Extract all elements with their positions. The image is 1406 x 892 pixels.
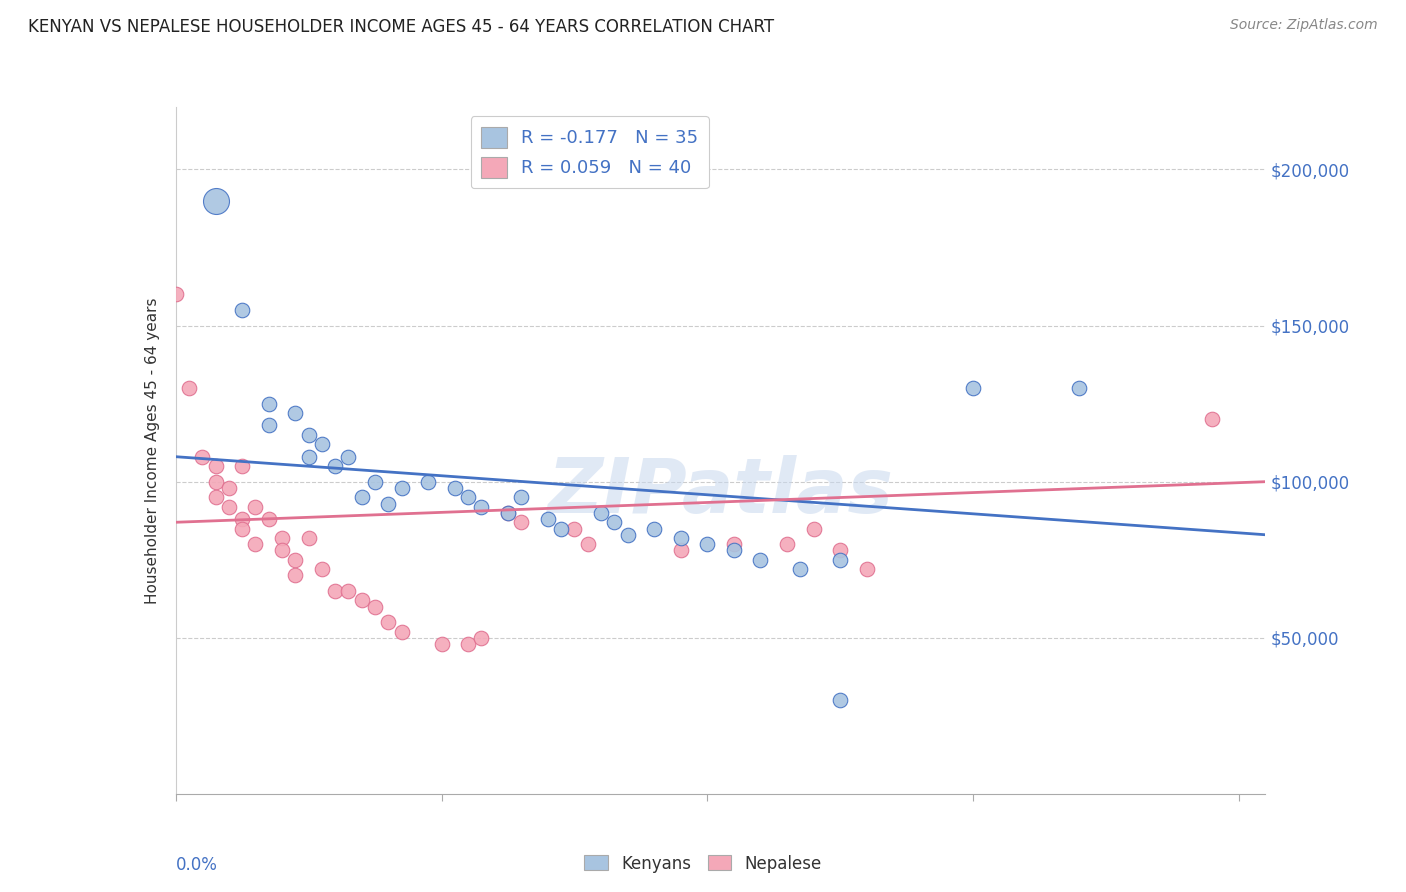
Point [323,458,346,473]
Point [377,496,399,510]
Point [830,543,852,558]
Point [510,515,533,529]
Point [323,583,346,598]
Point [284,568,307,582]
Point [231,512,253,526]
Point [803,521,825,535]
Point [1069,381,1091,395]
Point [298,531,321,545]
Point [855,562,877,576]
Point [204,475,226,489]
Point [496,506,519,520]
Point [550,521,572,535]
Point [377,615,399,630]
Point [271,543,294,558]
Point [830,693,852,707]
Point [284,552,307,567]
Point [576,537,599,551]
Point [669,543,692,558]
Point [364,599,387,614]
Legend: Kenyans, Nepalese: Kenyans, Nepalese [578,848,828,880]
Point [311,437,333,451]
Point [165,287,187,301]
Text: ZIPatlas: ZIPatlas [547,455,894,529]
Point [231,521,253,535]
Point [1201,412,1223,426]
Point [510,490,533,504]
Point [271,531,294,545]
Text: 0.0%: 0.0% [176,855,218,873]
Point [245,500,267,514]
Point [231,458,253,473]
Point [350,593,373,607]
Point [430,637,453,651]
Point [204,458,226,473]
Point [616,527,638,541]
Point [776,537,799,551]
Legend: R = -0.177   N = 35, R = 0.059   N = 40: R = -0.177 N = 35, R = 0.059 N = 40 [471,116,709,188]
Point [723,543,745,558]
Point [337,450,360,464]
Point [749,552,772,567]
Point [723,537,745,551]
Point [218,500,240,514]
Point [457,490,479,504]
Point [337,583,360,598]
Point [443,481,465,495]
Point [789,562,811,576]
Point [204,490,226,504]
Point [564,521,586,535]
Point [245,537,267,551]
Point [830,552,852,567]
Point [257,418,280,433]
Point [537,512,560,526]
Point [284,406,307,420]
Point [643,521,665,535]
Point [418,475,440,489]
Point [457,637,479,651]
Point [391,624,413,639]
Point [191,450,214,464]
Text: KENYAN VS NEPALESE HOUSEHOLDER INCOME AGES 45 - 64 YEARS CORRELATION CHART: KENYAN VS NEPALESE HOUSEHOLDER INCOME AG… [28,18,775,36]
Point [962,381,984,395]
Point [603,515,626,529]
Y-axis label: Householder Income Ages 45 - 64 years: Householder Income Ages 45 - 64 years [145,297,160,604]
Point [470,500,492,514]
Point [231,303,253,318]
Point [218,481,240,495]
Point [298,450,321,464]
Point [391,481,413,495]
Point [470,631,492,645]
Point [496,506,519,520]
Point [350,490,373,504]
Point [669,531,692,545]
Text: Source: ZipAtlas.com: Source: ZipAtlas.com [1230,18,1378,32]
Point [204,194,226,208]
Point [177,381,200,395]
Point [298,427,321,442]
Point [589,506,612,520]
Point [311,562,333,576]
Point [257,396,280,410]
Point [257,512,280,526]
Point [364,475,387,489]
Point [696,537,718,551]
